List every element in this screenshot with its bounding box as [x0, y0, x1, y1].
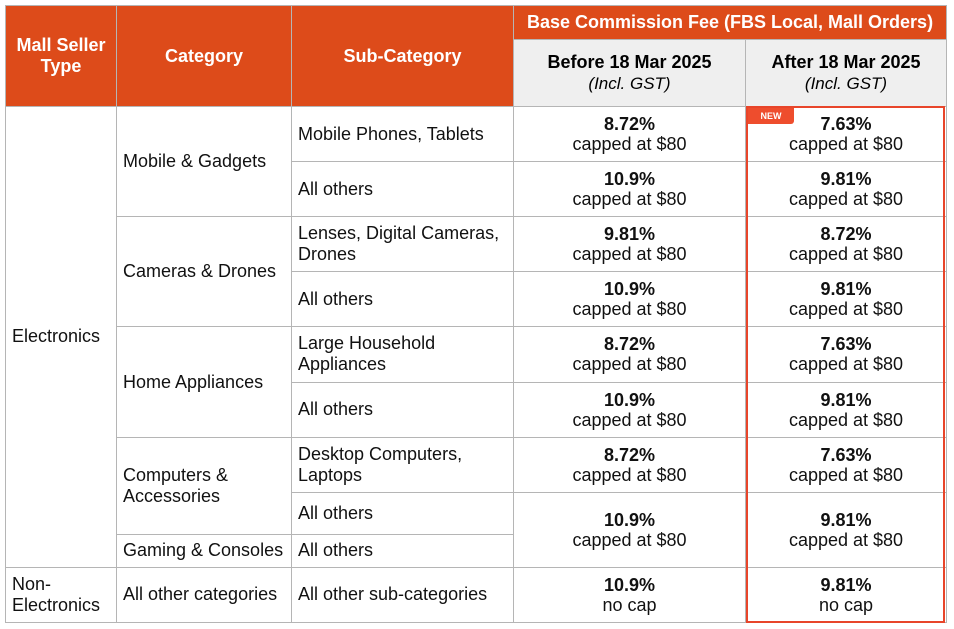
rate-cap: capped at $80 — [788, 354, 904, 375]
rate-cap: capped at $80 — [788, 134, 904, 155]
rate-after: 7.63% capped at $80 — [744, 106, 948, 163]
rate-pct: 7.63% — [820, 334, 872, 355]
sub-category: All others — [291, 161, 514, 218]
header-base-commission-fee: Base Commission Fee (FBS Local, Mall Ord… — [512, 4, 948, 41]
table-row: All others 10.9% capped at $80 9.81% cappe… — [6, 491, 948, 568]
rate-cap: capped at $80 — [788, 299, 904, 320]
sub-category: All others — [291, 271, 514, 328]
category-mobile-gadgets: Mobile & Gadgets — [116, 106, 292, 218]
rate-before: 10.9% capped at $80 — [513, 491, 746, 568]
rate-after: 9.81% capped at $80 — [744, 491, 948, 568]
rate-after: 7.63% capped at $80 — [744, 326, 948, 383]
rate-pct: 9.81% — [820, 509, 872, 530]
rate-after: 9.81% capped at $80 — [744, 381, 948, 438]
rate-before: 10.9% no cap — [513, 566, 746, 624]
header-category: Category — [116, 4, 292, 108]
rate-cap: capped at $80 — [572, 409, 687, 430]
header-before: Before 18 Mar 2025 (Incl. GST) — [513, 39, 746, 108]
rate-cap: capped at $80 — [788, 409, 904, 430]
rate-cap: capped at $80 — [572, 529, 687, 550]
sub-category: Large Household Appliances — [291, 326, 514, 383]
table-row: Cameras & Drones Lenses, Digital Cameras… — [6, 216, 948, 328]
rate-cap: capped at $80 — [788, 244, 904, 265]
rate-after: 9.81% no cap — [744, 566, 948, 624]
rate-cap: no cap — [602, 594, 657, 615]
table-row: Non-Electronics All other categories All… — [5, 566, 948, 624]
rate-after: 9.81% capped at $80 — [744, 161, 948, 218]
rate-pct: 10.9% — [603, 509, 656, 530]
rate-cap: no cap — [818, 594, 874, 615]
category-gaming-consoles: Gaming & Consoles — [116, 533, 292, 568]
rate-pct: 8.72% — [603, 334, 656, 355]
header-before-title: Before 18 Mar 2025 — [547, 52, 712, 73]
rate-pct: 10.9% — [603, 279, 656, 300]
table-row: All others 10.9% capped at $80 9.81% cappe… — [6, 161, 948, 218]
rate-cap: capped at $80 — [572, 189, 687, 210]
rate-pct: 10.9% — [603, 574, 656, 595]
rate-before: 10.9% capped at $80 — [513, 271, 746, 328]
header-mall-seller-type: Mall Seller Type — [5, 4, 117, 108]
sub-category: All others — [291, 381, 514, 438]
commission-fee-table: Mall Seller Type Category Sub-Category B… — [5, 4, 948, 624]
rate-cap: capped at $80 — [788, 464, 904, 485]
header-sub-category: Sub-Category — [291, 4, 514, 108]
rate-cap: capped at $80 — [788, 189, 904, 210]
rate-pct: 8.72% — [820, 224, 872, 245]
rate-pct: 9.81% — [820, 279, 872, 300]
seller-type-electronics: Electronics — [5, 106, 117, 568]
rate-before: 10.9% capped at $80 — [513, 161, 746, 218]
sub-category: All others — [291, 533, 514, 568]
header-after-note: (Incl. GST) — [804, 74, 888, 94]
table-row: Electronics Mobile & Gadgets Mobile Phon… — [5, 106, 948, 568]
seller-type-non-electronics: Non-Electronics — [5, 566, 117, 624]
sub-category: Mobile Phones, Tablets — [291, 106, 514, 163]
rate-before: 10.9% capped at $80 — [513, 381, 746, 438]
rate-before: 8.72% capped at $80 — [513, 106, 746, 163]
rate-after: 7.63% capped at $80 — [744, 436, 948, 493]
header-after: After 18 Mar 2025 (Incl. GST) — [744, 39, 948, 108]
rate-cap: capped at $80 — [572, 299, 687, 320]
rate-after: 9.81% capped at $80 — [744, 271, 948, 328]
rate-cap: capped at $80 — [572, 244, 687, 265]
sub-category: Desktop Computers, Laptops — [291, 436, 514, 493]
rate-before: 8.72% capped at $80 — [513, 326, 746, 383]
sub-category: All others — [291, 491, 514, 535]
category-home-appliances: Home Appliances — [116, 326, 292, 438]
table-row: Home Appliances Large Household Applianc… — [6, 326, 948, 438]
rate-before: 9.81% capped at $80 — [513, 216, 746, 273]
header-before-note: (Incl. GST) — [588, 74, 671, 94]
rate-pct: 9.81% — [820, 574, 872, 595]
table-row: All others 10.9% capped at $80 9.81% cappe… — [6, 381, 948, 438]
category-all-other: All other categories — [116, 566, 292, 624]
rate-before: 8.72% capped at $80 — [513, 436, 746, 493]
rate-pct: 9.81% — [603, 224, 656, 245]
sub-category: Lenses, Digital Cameras, Drones — [291, 216, 514, 273]
rate-cap: capped at $80 — [572, 354, 687, 375]
rate-pct: 9.81% — [820, 169, 872, 190]
sub-category: All other sub-categories — [291, 566, 514, 624]
rate-pct: 8.72% — [603, 444, 656, 465]
rate-pct: 7.63% — [820, 114, 872, 135]
header-after-title: After 18 Mar 2025 — [771, 52, 921, 73]
rate-pct: 10.9% — [603, 169, 656, 190]
table-row: Gaming & Consoles All others — [6, 533, 947, 568]
rate-pct: 9.81% — [820, 389, 872, 410]
new-badge: NEW — [748, 108, 794, 124]
category-computers-accessories: Computers & Accessories — [116, 436, 292, 535]
table-row: Computers & Accessories Desktop Computer… — [6, 436, 948, 535]
rate-pct: 7.63% — [820, 444, 872, 465]
rate-pct: 10.9% — [603, 389, 656, 410]
rate-after: 8.72% capped at $80 — [744, 216, 948, 273]
rate-cap: capped at $80 — [572, 134, 687, 155]
table-row: All others 10.9% capped at $80 9.81% cappe… — [6, 271, 948, 328]
rate-pct: 8.72% — [603, 114, 656, 135]
category-cameras-drones: Cameras & Drones — [116, 216, 292, 328]
rate-cap: capped at $80 — [572, 464, 687, 485]
rate-cap: capped at $80 — [788, 529, 904, 550]
